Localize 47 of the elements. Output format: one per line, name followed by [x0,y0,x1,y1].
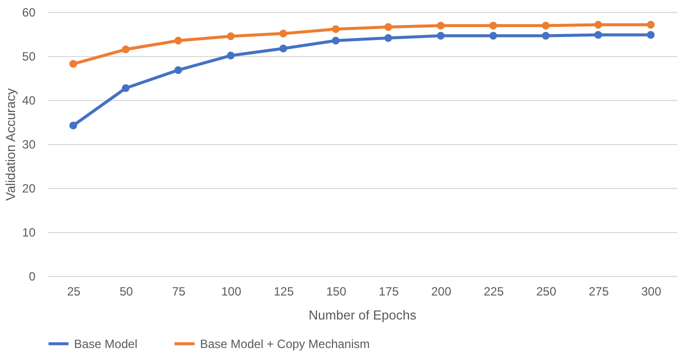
point [436,22,445,30]
point [174,66,182,74]
point [69,60,78,68]
y-tick-label: 50 [22,50,36,64]
x-tick-label: 175 [378,284,400,298]
x-tick-label: 125 [274,284,294,298]
point [122,46,130,54]
x-tick-label: 200 [431,284,452,298]
point [384,34,392,42]
x-tick-label: 150 [326,284,347,298]
point [279,44,288,52]
point [332,36,340,44]
x-tick-label: 275 [588,284,610,298]
point [384,23,392,31]
x-tick-label: 300 [641,284,662,298]
point [489,32,498,40]
x-tick-label: 75 [172,284,186,298]
point [122,84,130,92]
legend-label: Base Model + Copy Mechanism [200,336,370,351]
point [332,25,340,34]
x-axis-title: Number of Epochs [308,308,417,322]
point [594,31,602,39]
x-tick-label: 250 [536,284,557,298]
x-tick-label: 225 [484,284,504,298]
point [646,31,655,39]
point [226,52,235,60]
point [542,22,550,30]
point [594,20,602,29]
y-tick-label: 0 [28,270,36,284]
y-tick-label: 20 [22,182,36,196]
point [436,32,445,40]
point [489,22,498,30]
y-tick-label: 10 [22,226,36,240]
point [174,36,182,44]
x-tick-label: 100 [221,284,242,298]
y-tick-label: 40 [22,94,36,108]
x-tick-label: 25 [67,284,81,298]
point [279,30,288,38]
y-axis-title: Validation Accuracy [3,88,18,201]
y-tick-label: 60 [22,6,36,20]
y-tick-label: 30 [22,138,36,152]
point [69,122,78,130]
point [542,32,550,40]
point [646,20,655,29]
point [226,32,235,40]
legend-label: Base Model [74,336,138,351]
x-tick-label: 50 [120,284,134,298]
